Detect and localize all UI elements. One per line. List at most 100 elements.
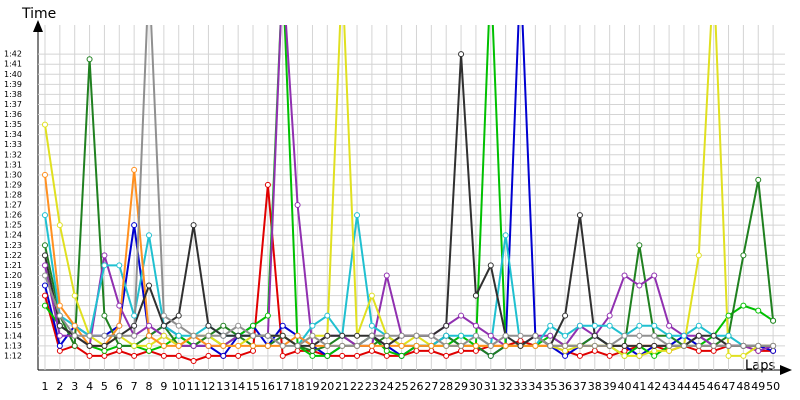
point (56, 312, 63, 319)
point (86, 332, 93, 339)
point (56, 322, 63, 329)
point (368, 322, 375, 329)
y-tick-label: 1:29 (4, 180, 22, 189)
point (279, 342, 286, 349)
x-tick-label: 34 (528, 380, 542, 393)
point (383, 272, 390, 279)
point (160, 312, 167, 319)
point (413, 332, 420, 339)
point (41, 252, 48, 259)
point (532, 342, 539, 349)
point (339, 342, 346, 349)
x-tick-label: 48 (736, 380, 750, 393)
x-tick-label: 13 (216, 380, 230, 393)
x-tick-label: 17 (276, 380, 290, 393)
point (651, 332, 658, 339)
x-tick-label: 49 (751, 380, 765, 393)
y-tick-label: 1:41 (4, 60, 22, 69)
point (591, 342, 598, 349)
point (309, 322, 316, 329)
point (146, 332, 153, 339)
x-tick-label: 42 (647, 380, 661, 393)
point (190, 332, 197, 339)
point (725, 312, 732, 319)
point (279, 352, 286, 359)
x-tick-label: 19 (305, 380, 319, 393)
point (160, 342, 167, 349)
point (443, 332, 450, 339)
x-tick-label: 50 (766, 380, 780, 393)
point (576, 352, 583, 359)
point (264, 181, 271, 188)
point (651, 342, 658, 349)
point (695, 252, 702, 259)
point (250, 322, 257, 329)
point (725, 342, 732, 349)
point (41, 171, 48, 178)
point (86, 342, 93, 349)
point (398, 332, 405, 339)
point (755, 307, 762, 314)
point (621, 332, 628, 339)
point (487, 342, 494, 349)
point (339, 352, 346, 359)
point (695, 322, 702, 329)
x-tick-label: 4 (86, 380, 93, 393)
y-tick-label: 1:26 (4, 211, 22, 220)
point (443, 342, 450, 349)
point (547, 332, 554, 339)
point (606, 312, 613, 319)
x-tick-label: 12 (201, 380, 215, 393)
point (116, 332, 123, 339)
y-tick-label: 1:18 (4, 291, 22, 300)
point (354, 212, 361, 219)
point (71, 292, 78, 299)
point (458, 312, 465, 319)
x-tick-label: 14 (231, 380, 245, 393)
point (354, 342, 361, 349)
point (770, 347, 777, 354)
point (695, 332, 702, 339)
point (621, 272, 628, 279)
x-tick-label: 29 (454, 380, 468, 393)
x-tick-label: 9 (160, 380, 167, 393)
point (576, 322, 583, 329)
point (725, 332, 732, 339)
point (71, 332, 78, 339)
point (383, 347, 390, 354)
x-tick-label: 33 (513, 380, 527, 393)
y-tick-label: 1:16 (4, 311, 22, 320)
point (636, 332, 643, 339)
point (175, 312, 182, 319)
point (428, 342, 435, 349)
y-tick-label: 1:15 (4, 321, 22, 330)
point (502, 332, 509, 339)
y-tick-label: 1:20 (4, 271, 22, 280)
point (160, 352, 167, 359)
point (740, 342, 747, 349)
point (354, 332, 361, 339)
point (324, 342, 331, 349)
point (131, 222, 138, 229)
y-tick-label: 1:40 (4, 70, 22, 79)
x-tick-label: 25 (395, 380, 409, 393)
point (562, 312, 569, 319)
point (517, 337, 524, 344)
point (413, 342, 420, 349)
point (428, 347, 435, 354)
x-tick-label: 22 (350, 380, 364, 393)
point (146, 342, 153, 349)
point (250, 342, 257, 349)
point (41, 302, 48, 309)
point (502, 232, 509, 239)
x-tick-label: 23 (365, 380, 379, 393)
y-tick-label: 1:30 (4, 170, 22, 179)
point (606, 322, 613, 329)
point (472, 342, 479, 349)
x-tick-label: 7 (131, 380, 138, 393)
point (443, 322, 450, 329)
point (591, 332, 598, 339)
point (235, 342, 242, 349)
